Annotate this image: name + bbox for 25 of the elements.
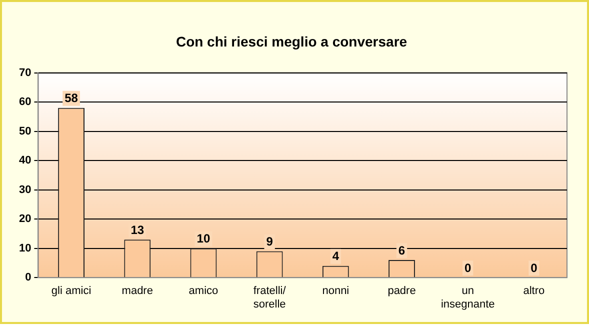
y-tick-label: 60 bbox=[18, 96, 32, 108]
x-tick-label: altro bbox=[523, 285, 545, 298]
x-tick-label: un insegnante bbox=[440, 285, 495, 310]
x-tick-label: padre bbox=[388, 285, 416, 298]
y-tick-label: 10 bbox=[18, 242, 32, 254]
y-tick-label: 0 bbox=[25, 272, 32, 284]
data-label: 0 bbox=[464, 260, 472, 275]
y-tick-label: 20 bbox=[18, 213, 32, 226]
x-tick-label: gli amici bbox=[51, 285, 92, 298]
data-label: 9 bbox=[266, 234, 274, 249]
x-tick-label: fratelli/ sorelle bbox=[253, 285, 287, 310]
data-label: 0 bbox=[530, 260, 538, 275]
x-tick-label: madre bbox=[122, 285, 153, 298]
data-label: 58 bbox=[64, 91, 78, 106]
y-tick-label: 70 bbox=[18, 66, 32, 79]
data-label: 6 bbox=[398, 243, 406, 258]
data-label: 4 bbox=[332, 249, 340, 264]
x-tick-label: amico bbox=[188, 285, 218, 298]
x-tick-label: nonni bbox=[322, 285, 350, 298]
y-tick-label: 30 bbox=[18, 184, 32, 196]
y-tick-label: 50 bbox=[18, 125, 32, 138]
chart-title: Con chi riesci meglio a conversare bbox=[176, 33, 408, 50]
y-tick-label: 40 bbox=[18, 154, 32, 167]
data-label: 10 bbox=[196, 232, 210, 246]
data-label: 13 bbox=[130, 222, 144, 237]
